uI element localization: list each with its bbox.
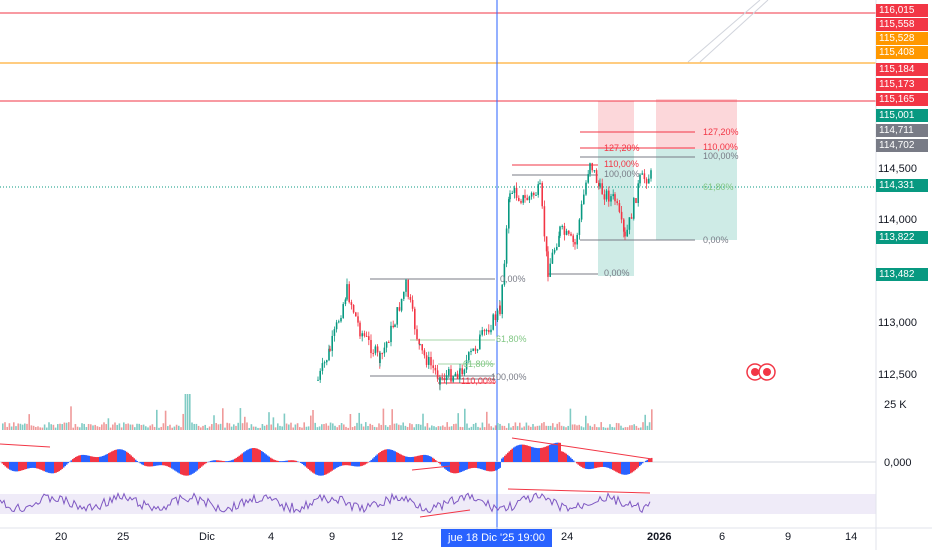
price-label[interactable]: 116,015 — [876, 4, 928, 17]
volume-scale-tick: 25 K — [884, 399, 907, 411]
fib-label: 110,00% — [604, 159, 639, 169]
volume-histogram — [2, 394, 653, 430]
position-risk-zone-2[interactable] — [656, 99, 737, 149]
date-tick: 9 — [329, 531, 336, 543]
price-label[interactable]: 115,173 — [876, 78, 928, 91]
date-tick: 25 — [117, 531, 130, 543]
fib-label: 61,80% — [496, 334, 527, 344]
oscillator-histogram — [1, 442, 653, 476]
date-tick: Dic — [199, 531, 215, 543]
date-tick: 12 — [391, 531, 404, 543]
fib-label: 127,20% — [604, 143, 640, 153]
date-tick: 14 — [845, 531, 858, 543]
oscillator-scale-tick: 0,000 — [884, 457, 912, 469]
oscillator-divergence-lines[interactable] — [0, 437, 653, 471]
price-label[interactable]: 115,528 — [876, 32, 928, 45]
price-tick: 113,000 — [878, 317, 917, 329]
trend-line-2[interactable] — [699, 0, 769, 63]
fib-label: 110,00% — [703, 142, 738, 152]
rsi-line — [0, 492, 651, 514]
canada-flag-icon[interactable] — [745, 363, 779, 381]
position-reward-zone-1[interactable] — [598, 149, 634, 276]
position-reward-zone-2[interactable] — [656, 149, 737, 240]
price-tick: 114,000 — [878, 214, 917, 226]
rsi-band — [0, 494, 876, 514]
date-tick: 6 — [719, 531, 726, 543]
date-tick: 20 — [55, 531, 68, 543]
date-tick: 2026 — [647, 531, 672, 543]
date-tick: 4 — [268, 531, 275, 543]
price-label[interactable]: 113,482 — [876, 268, 928, 281]
price-label[interactable]: 114,331 — [876, 179, 928, 192]
price-label[interactable]: 113,822 — [876, 231, 928, 244]
fib-extension-middle[interactable] — [512, 164, 598, 275]
candlestick-series[interactable] — [317, 162, 652, 391]
fib-label: 110,00% — [461, 376, 496, 386]
price-tick: 114,500 — [878, 163, 917, 175]
fib-label: 0,00% — [500, 274, 526, 284]
price-label[interactable]: 115,165 — [876, 93, 928, 106]
price-label[interactable]: 115,001 — [876, 109, 928, 122]
fib-extension-right[interactable] — [580, 131, 695, 241]
date-tick: 24 — [561, 531, 574, 543]
price-tick: 112,500 — [878, 369, 917, 381]
trend-line-1[interactable] — [687, 0, 761, 63]
price-label[interactable]: 114,711 — [876, 124, 928, 137]
price-label[interactable]: 115,184 — [876, 63, 928, 76]
rsi-divergence-lines[interactable] — [419, 488, 651, 518]
fib-label: 100,00% — [491, 372, 527, 382]
fib-label: 61,80% — [703, 182, 734, 192]
fib-label: 100,00% — [703, 151, 739, 161]
fib-label: 0,00% — [604, 268, 630, 278]
fib-label: 61,80% — [463, 359, 494, 369]
fib-label: 127,20% — [703, 127, 739, 137]
price-label[interactable]: 115,408 — [876, 46, 928, 59]
fib-label: 100,00% — [604, 169, 640, 179]
date-tick: 9 — [785, 531, 792, 543]
fib-label: 0,00% — [703, 235, 729, 245]
position-risk-zone-1[interactable] — [598, 101, 634, 149]
price-label[interactable]: 115,558 — [876, 18, 928, 31]
crosshair-time-label: jue 18 Dic '25 19:00 — [441, 529, 552, 547]
price-label[interactable]: 114,702 — [876, 139, 928, 152]
